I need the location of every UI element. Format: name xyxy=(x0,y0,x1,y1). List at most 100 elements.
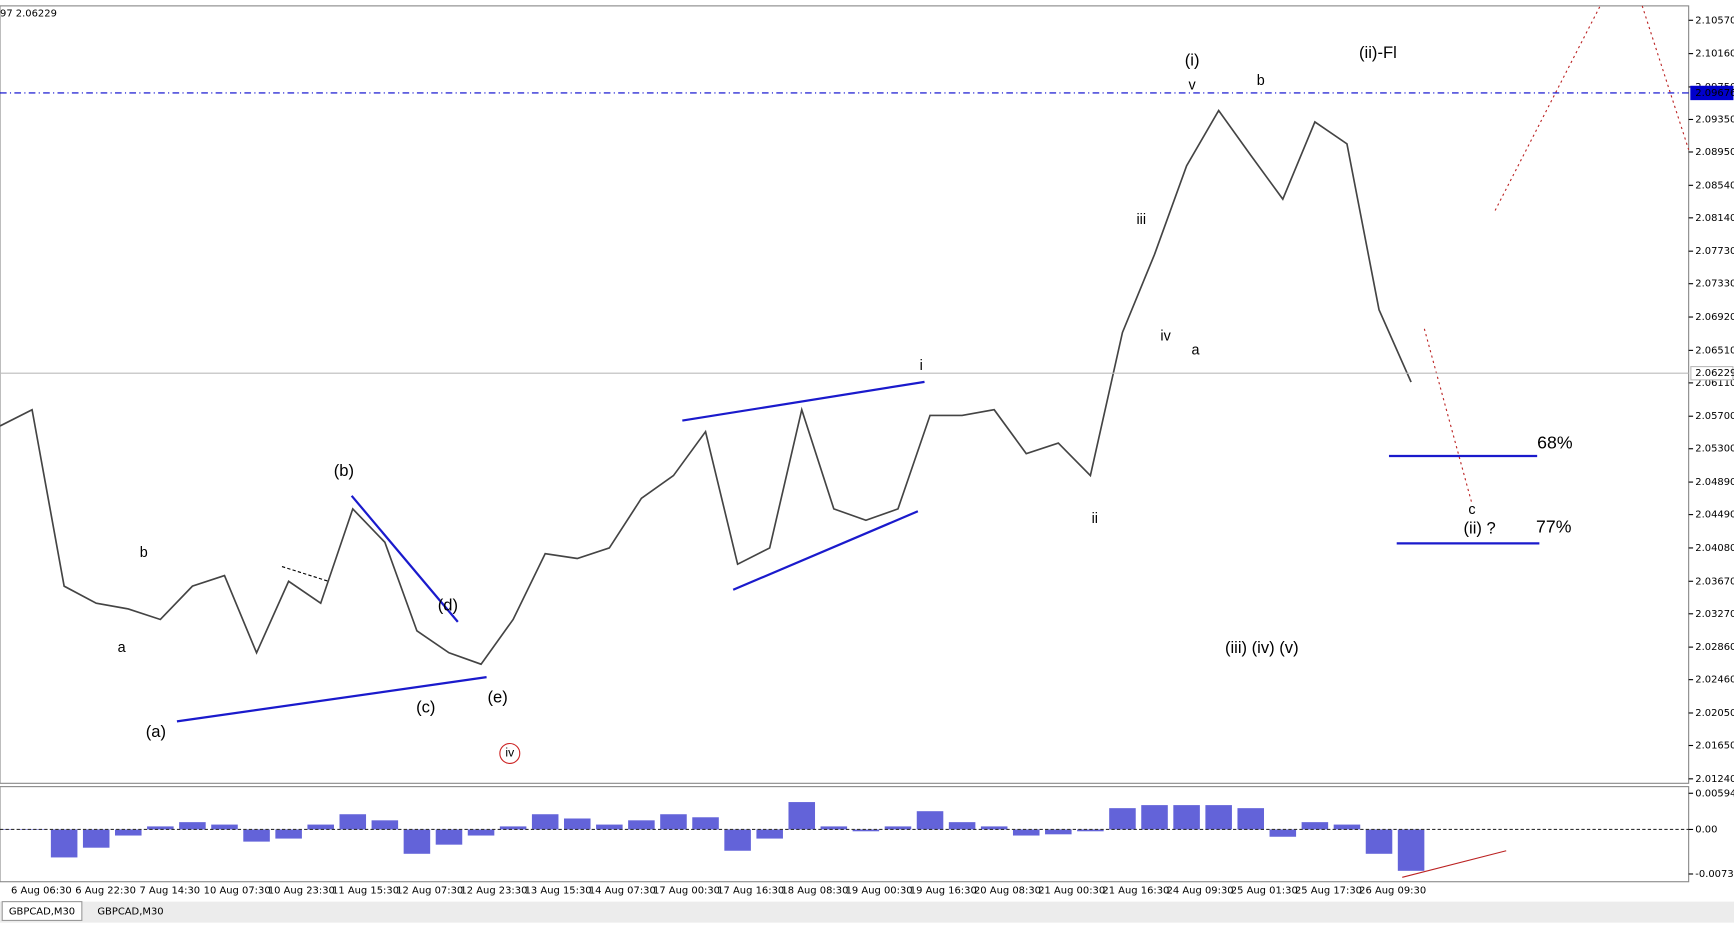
trendline xyxy=(281,566,328,582)
price-tag-label: 2.06229 xyxy=(1695,368,1734,379)
price-tag xyxy=(1690,366,1734,381)
oscillator-bar xyxy=(692,817,719,830)
wave-label: (i) xyxy=(1185,51,1200,70)
oscillator-bar xyxy=(179,822,206,830)
oscillator-bar xyxy=(50,829,78,858)
x-tick-label: 24 Aug 09:30 xyxy=(1167,886,1234,897)
x-tick-label: 6 Aug 06:30 xyxy=(11,886,72,897)
wave-label: (b) xyxy=(334,461,354,480)
x-tick-label: 10 Aug 07:30 xyxy=(204,886,271,897)
oscillator-bar xyxy=(403,829,431,854)
y-tick-label: 2.03670 xyxy=(1695,576,1734,587)
oscillator-bar xyxy=(467,829,495,836)
wave-label: (ii) ? xyxy=(1464,518,1496,537)
wave-label: c xyxy=(1468,502,1475,518)
oscillator-bar xyxy=(628,820,655,830)
oscillator-bar xyxy=(563,818,591,830)
oscillator-bar xyxy=(596,824,623,830)
oscillator-bar xyxy=(499,826,527,830)
y-tick-label: 2.07730 xyxy=(1695,246,1734,257)
oscillator-bar xyxy=(1269,829,1297,837)
price-line xyxy=(0,108,1412,666)
x-tick-label: 21 Aug 16:30 xyxy=(1102,886,1169,897)
y-tick-label: 2.10160 xyxy=(1695,49,1734,60)
y-tick-label: 2.05300 xyxy=(1695,444,1734,455)
price-tag xyxy=(1690,85,1734,101)
y-tick-label: 2.05700 xyxy=(1695,411,1734,422)
y-tick-label: 2.08950 xyxy=(1695,147,1734,158)
oscillator-bar xyxy=(1141,805,1168,830)
x-tick-label: 19 Aug 00:30 xyxy=(846,886,913,897)
y-tick-label: 2.06920 xyxy=(1695,312,1734,323)
oscillator-bar xyxy=(1237,808,1265,830)
oscillator-bar xyxy=(243,829,270,842)
y-tick-label: 2.08540 xyxy=(1695,180,1734,191)
oscillator-bar xyxy=(1397,829,1425,871)
wave-circle xyxy=(499,742,521,764)
wave-label: 68% xyxy=(1537,432,1573,452)
x-tick-label: 12 Aug 23:30 xyxy=(460,886,527,897)
x-tick-label: 26 Aug 09:30 xyxy=(1359,886,1426,897)
x-tick-label: 10 Aug 23:30 xyxy=(268,886,335,897)
oscillator-bar xyxy=(916,811,944,830)
wave-label: (c) xyxy=(416,697,435,716)
oscillator-bar xyxy=(1301,822,1329,830)
y-tick-label: 0.00 xyxy=(1695,824,1717,835)
wave-label: (d) xyxy=(438,596,458,615)
x-tick-label: 21 Aug 00:30 xyxy=(1038,886,1105,897)
projection xyxy=(1423,328,1473,504)
y-tick-label: 2.04490 xyxy=(1695,510,1734,521)
oscillator-bar xyxy=(147,826,174,830)
y-tick-label: 2.09350 xyxy=(1695,114,1734,125)
trendlines xyxy=(176,5,1690,878)
oscillator-bar xyxy=(1173,805,1200,830)
y-tick-label: -0.007321 xyxy=(1695,869,1734,880)
oscillator-bar xyxy=(1109,808,1136,830)
x-tick-label: 7 Aug 14:30 xyxy=(139,886,200,897)
oscillator-bar xyxy=(18,829,46,831)
divergence-line xyxy=(1402,850,1507,878)
oscillator-bar xyxy=(339,814,367,830)
wave-label: iii xyxy=(1136,212,1146,228)
tab-bar xyxy=(0,901,1734,923)
trendline xyxy=(176,676,487,723)
x-tick-label: 6 Aug 22:30 xyxy=(75,886,136,897)
tab-active[interactable] xyxy=(1,901,83,921)
price-tag-label: 2.09676 xyxy=(1695,88,1734,99)
main-panel xyxy=(0,5,1690,784)
wave-label: iv xyxy=(505,746,515,760)
oscillator-bar xyxy=(660,814,687,830)
oscillator-bar xyxy=(884,826,912,830)
wave-label: (iii) (iv) (v) xyxy=(1225,638,1299,657)
y-tick-label: 2.07330 xyxy=(1695,279,1734,290)
wave-label: (e) xyxy=(488,688,508,707)
wave-label: i xyxy=(920,358,923,374)
oscillator-bar xyxy=(756,829,783,839)
tab-label[interactable]: GBPCAD,M30 xyxy=(9,907,75,918)
y-tick-label: 2.02860 xyxy=(1695,642,1734,653)
x-tick-label: 17 Aug 16:30 xyxy=(717,886,784,897)
trendline xyxy=(682,380,925,422)
oscillator-bar xyxy=(1333,824,1361,830)
x-tick-label: 17 Aug 00:30 xyxy=(653,886,720,897)
oscillator-bar xyxy=(371,820,399,830)
x-tick-label: 14 Aug 07:30 xyxy=(589,886,656,897)
oscillator-bar xyxy=(788,802,816,830)
oscillator-bar xyxy=(1077,829,1104,832)
wave-label: (a) xyxy=(146,722,166,741)
tab-label[interactable]: GBPCAD,M30 xyxy=(97,907,163,918)
oscillator-bar xyxy=(307,824,334,830)
y-tick-label: 2.02460 xyxy=(1695,675,1734,686)
oscillator-bar xyxy=(724,829,751,851)
x-tick-label: 18 Aug 08:30 xyxy=(781,886,848,897)
oscillator-bar xyxy=(1045,829,1072,835)
wave-label: iv xyxy=(1160,328,1171,344)
y-tick-label: 0.005948 xyxy=(1695,788,1734,799)
y-tick-label: 2.08140 xyxy=(1695,213,1734,224)
oscillator-bar xyxy=(1012,829,1040,836)
wave-label: a xyxy=(118,640,126,656)
wave-label: b xyxy=(1257,73,1265,89)
y-tick-label: 2.04080 xyxy=(1695,543,1734,554)
wave-label: ii xyxy=(1092,511,1098,527)
